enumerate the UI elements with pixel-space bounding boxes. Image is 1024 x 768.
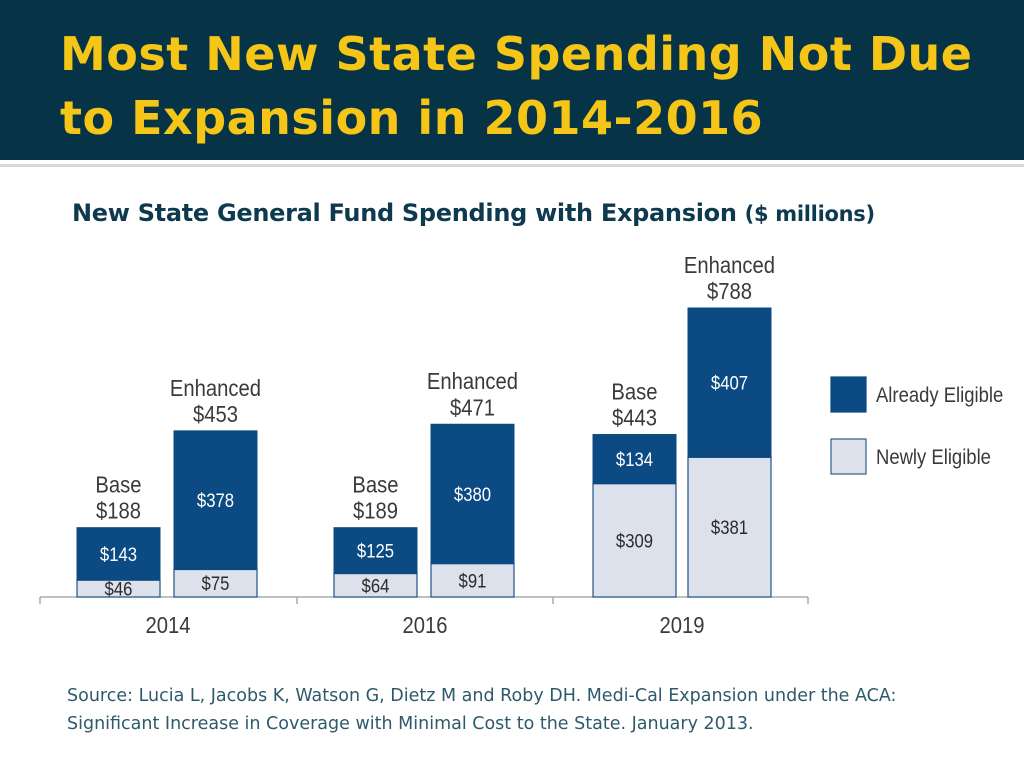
bar-newly-eligible-2019-enhanced [687, 456, 772, 598]
bar-total-2014-enhanced: $453 [193, 401, 238, 428]
data-label-newly-2019-enhanced: $381 [711, 517, 748, 538]
data-label-newly-2014-enhanced: $75 [202, 573, 230, 594]
chart-title-unit: ($ millions) [744, 202, 875, 226]
bar-already-eligible-2019-enhanced [687, 307, 772, 458]
stacked-bar-chart: $46$143Base$188$75$378Enhanced$4532014$6… [39, 252, 1003, 639]
legend-label-newly-eligible: Newly Eligible [876, 446, 991, 469]
bar-group-name-2014-enhanced: Enhanced [170, 375, 261, 402]
bar-group-name-2014-base: Base [95, 471, 141, 498]
bar-group-name-2016-base: Base [352, 471, 398, 498]
data-label-already-2019-enhanced: $407 [711, 373, 748, 394]
bar-already-eligible-2016-enhanced [430, 423, 515, 565]
data-label-newly-2016-base: $64 [362, 575, 390, 596]
title-banner: Most New State Spending Not Due to Expan… [0, 0, 1024, 160]
bar-newly-eligible-2016-enhanced [430, 562, 515, 598]
bar-already-eligible-2019-base [592, 434, 677, 485]
bar-group-name-2016-enhanced: Enhanced [427, 368, 518, 395]
data-label-already-2016-base: $125 [357, 541, 394, 562]
source-citation: Source: Lucia L, Jacobs K, Watson G, Die… [67, 686, 897, 734]
x-tick-label-2016: 2016 [402, 612, 447, 639]
chart-title: New State General Fund Spending with Exp… [72, 196, 875, 231]
data-label-already-2014-enhanced: $378 [197, 490, 234, 511]
legend-swatch-already-eligible [830, 376, 867, 413]
x-tick-label-2019: 2019 [659, 612, 704, 639]
bar-total-2016-base: $189 [353, 497, 398, 524]
legend-label-already-eligible: Already Eligible [876, 384, 1003, 407]
data-label-already-2019-base: $134 [616, 449, 653, 470]
data-label-already-2014-base: $143 [100, 544, 137, 565]
bar-total-2016-enhanced: $471 [450, 394, 495, 421]
bar-newly-eligible-2014-enhanced [173, 568, 258, 598]
bar-total-2014-base: $188 [96, 497, 141, 524]
bar-already-eligible-2016-base [333, 527, 418, 575]
bar-already-eligible-2014-enhanced [173, 430, 258, 570]
data-label-newly-2014-base: $46 [105, 579, 133, 600]
title-divider [0, 164, 1024, 167]
bar-total-2019-enhanced: $788 [707, 278, 752, 305]
x-tick-label-2014: 2014 [145, 612, 190, 639]
chart-title-text: New State General Fund Spending with Exp… [72, 199, 737, 227]
bar-group-name-2019-base: Base [611, 378, 657, 405]
data-label-already-2016-enhanced: $380 [454, 484, 491, 505]
bar-already-eligible-2014-base [76, 527, 161, 581]
bar-group-name-2019-enhanced: Enhanced [684, 252, 775, 279]
data-label-newly-2019-base: $309 [616, 530, 653, 551]
data-label-newly-2016-enhanced: $91 [459, 570, 487, 591]
slide-title: Most New State Spending Not Due to Expan… [60, 27, 973, 145]
bar-total-2019-base: $443 [612, 404, 657, 431]
legend-swatch-newly-eligible [830, 438, 867, 475]
